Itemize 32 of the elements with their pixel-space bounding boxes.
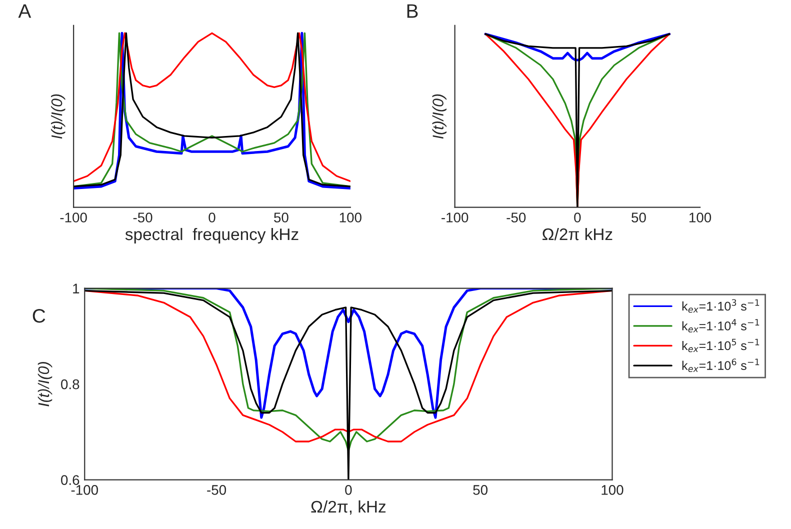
y-axis-title: I(t)/I(0): [432, 94, 446, 139]
x-axis-title: spectral frequency kHz: [125, 228, 298, 244]
x-axis-title: Ω/2π, kHz: [311, 500, 386, 515]
chart-title: A: [18, 4, 32, 18]
y-tick-label: 1: [73, 284, 80, 294]
x-tick-label: -100: [442, 212, 468, 222]
x-tick-label: -100: [71, 485, 98, 495]
x-tick-label: 0: [574, 212, 581, 222]
y-axis-title: I(t)/I(0): [50, 94, 66, 139]
legend-label: k$_{ex}$=1·10$^{6}$ s$^{−1}$: [682, 358, 760, 372]
y-tick-label: 0.8: [61, 379, 80, 390]
x-tick-label: 100: [602, 485, 624, 495]
legend-label: k$_{ex}$=1·10$^{5}$ s$^{−1}$: [682, 338, 760, 352]
y-axis-title: I(t)/I(0): [38, 362, 52, 406]
x-tick-label: 50: [632, 212, 646, 222]
x-axis-title: Ω/2π kHz: [542, 228, 612, 240]
x-tick-label: 100: [690, 212, 712, 222]
line-series: [84, 290, 612, 480]
chart-title: B: [407, 4, 418, 18]
x-tick-label: -50: [207, 485, 226, 495]
y-tick-label: 0.6: [61, 475, 80, 485]
legend-label: k$_{ex}$=1·10$^{4}$ s$^{−1}$: [682, 319, 760, 332]
x-tick-label: -50: [506, 212, 526, 222]
text: C: [32, 308, 46, 323]
x-tick-label: -50: [133, 212, 152, 222]
legend-label: k$_{ex}$=1·10$^{3}$ s$^{−1}$: [682, 299, 760, 313]
x-tick-label: 0: [208, 212, 216, 222]
x-tick-label: 100: [340, 212, 362, 222]
x-tick-label: -100: [60, 212, 87, 222]
x-tick-label: 0: [345, 485, 352, 495]
x-tick-label: 50: [473, 485, 488, 495]
x-tick-label: 50: [274, 212, 288, 222]
